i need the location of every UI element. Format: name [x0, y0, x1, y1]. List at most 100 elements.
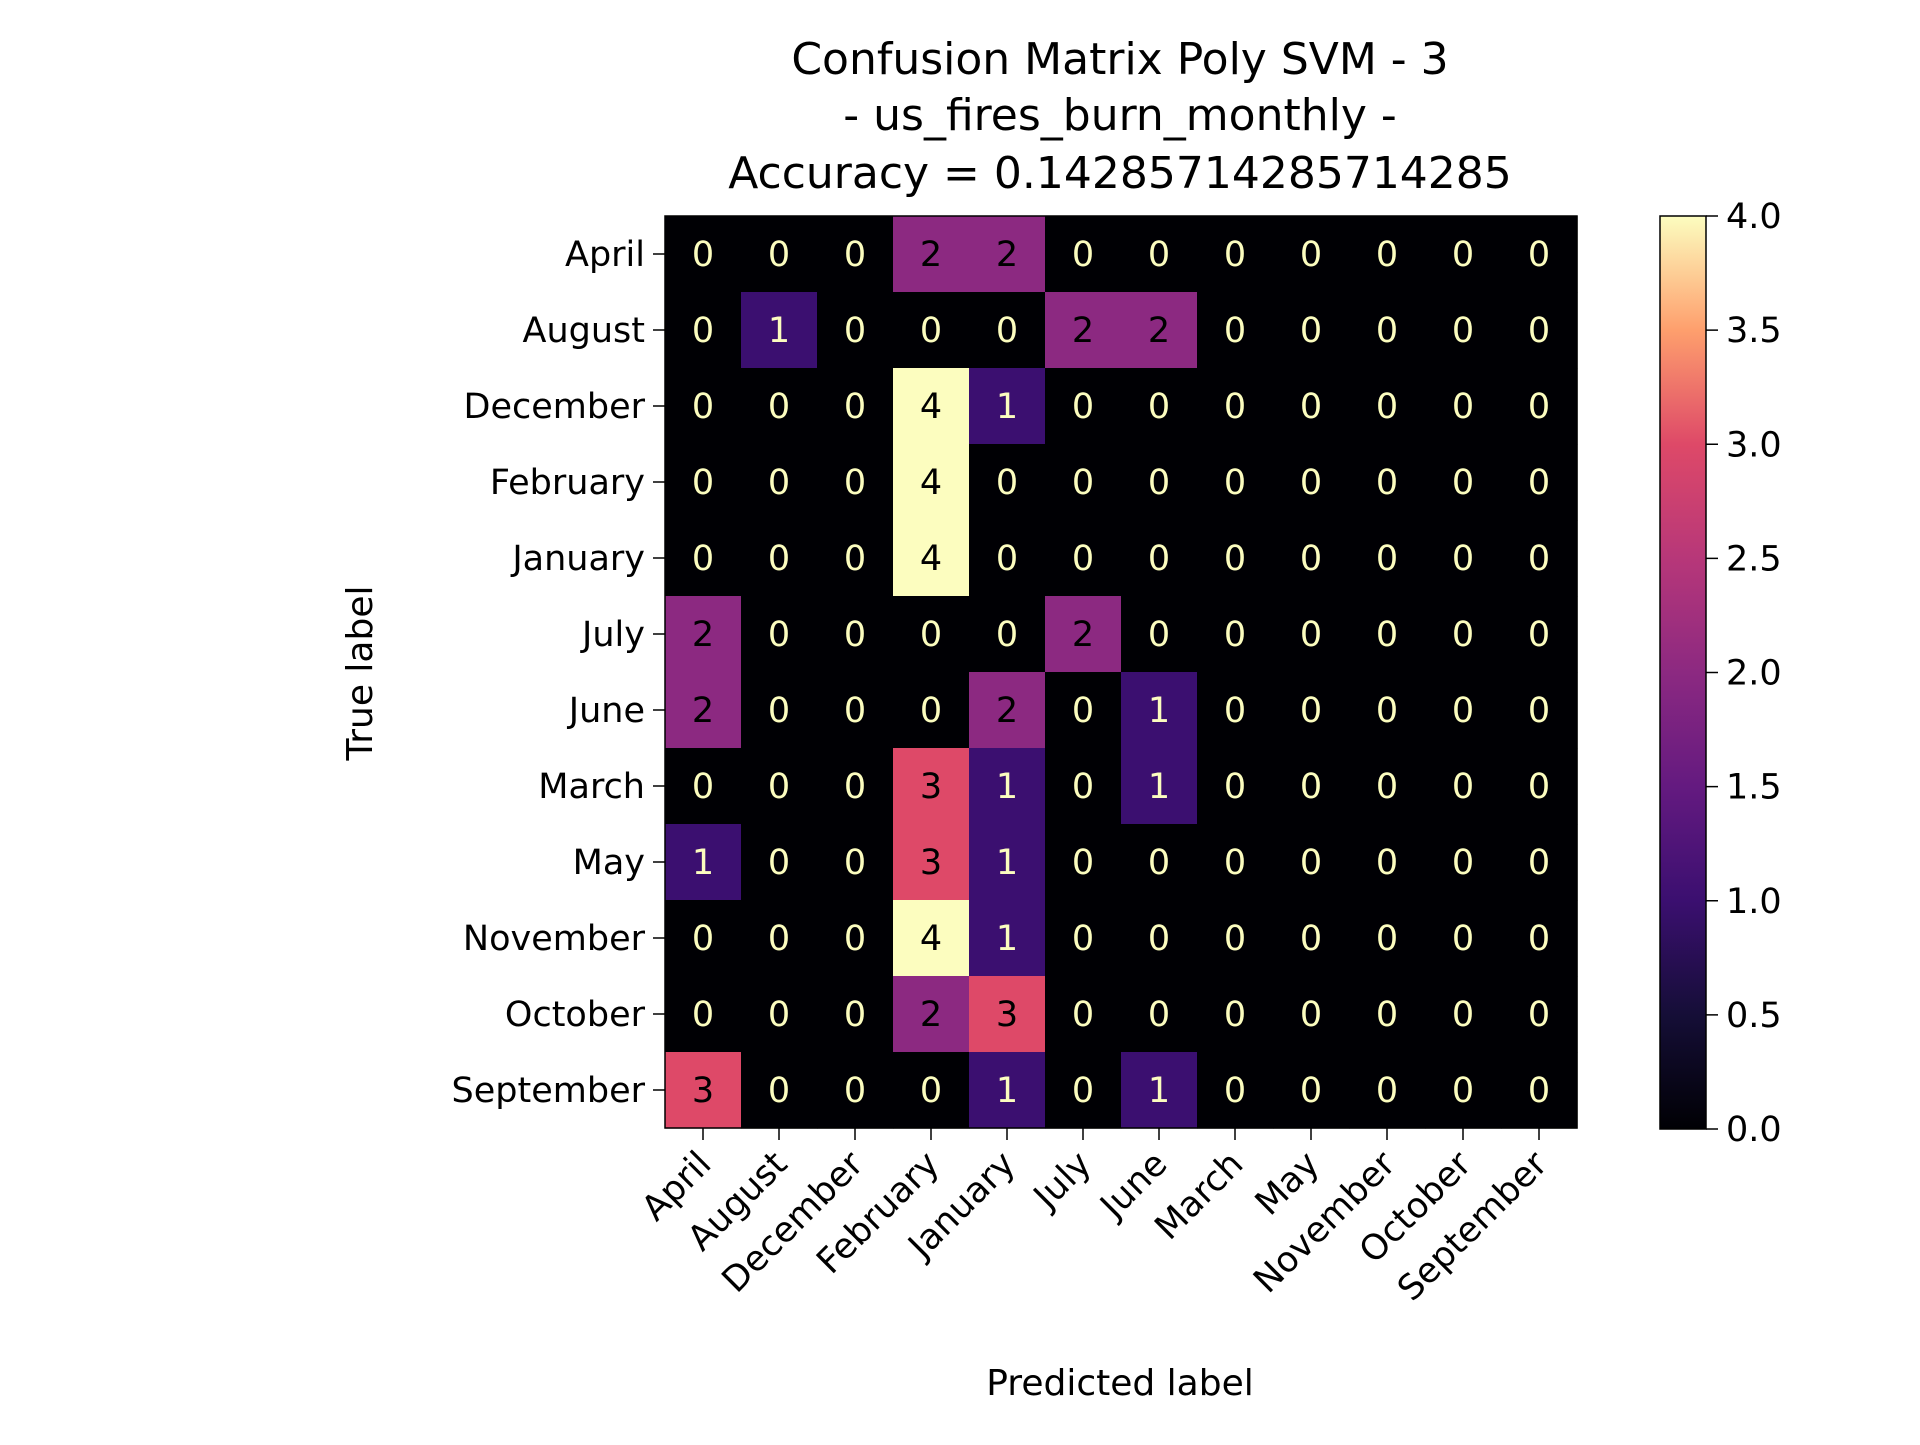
cell-value-label: 0	[1300, 1071, 1322, 1111]
cell-value-label: 2	[1072, 615, 1094, 655]
cell-value-label: 1	[1148, 691, 1170, 731]
cell-value-label: 0	[768, 843, 790, 883]
heatmap-cell	[817, 1052, 894, 1129]
heatmap-cell	[1273, 520, 1350, 597]
cell-value-label: 0	[844, 387, 866, 427]
heatmap-cell	[1273, 292, 1350, 369]
cell-value-label: 0	[1528, 995, 1550, 1035]
cell-value-label: 0	[1072, 691, 1094, 731]
heatmap-cell	[1045, 824, 1122, 901]
heatmap-cell	[1273, 216, 1350, 293]
cell-value-label: 0	[844, 919, 866, 959]
heatmap-cell	[1121, 444, 1198, 521]
x-tick-label: July	[1025, 1144, 1099, 1218]
cell-value-label: 0	[768, 691, 790, 731]
heatmap-cell	[1425, 596, 1502, 673]
colorbar-tick-label: 1.5	[1726, 768, 1782, 808]
heatmap-cell	[893, 520, 970, 597]
cell-value-label: 0	[844, 311, 866, 351]
title-line-2: - us_fires_burn_monthly -	[843, 90, 1396, 141]
y-tick-label: April	[565, 235, 645, 275]
cell-value-label: 0	[1528, 463, 1550, 503]
cell-value-label: 0	[1452, 463, 1474, 503]
heatmap-cell	[817, 824, 894, 901]
cell-value-label: 0	[1528, 311, 1550, 351]
cell-value-label: 1	[996, 843, 1018, 883]
cell-value-label: 0	[1072, 1071, 1094, 1111]
cell-value-label: 0	[844, 1071, 866, 1111]
heatmap-cell	[1349, 216, 1426, 293]
cell-value-label: 0	[1300, 843, 1322, 883]
heatmap-cell	[893, 672, 970, 749]
cell-value-label: 0	[1148, 463, 1170, 503]
cell-value-label: 0	[1072, 539, 1094, 579]
cell-value-label: 0	[768, 919, 790, 959]
heatmap-cell	[665, 520, 742, 597]
cell-value-label: 0	[1072, 387, 1094, 427]
heatmap-cell	[741, 1052, 818, 1129]
heatmap-cell	[1425, 672, 1502, 749]
y-tick-label: June	[567, 691, 645, 731]
cell-value-label: 0	[920, 311, 942, 351]
colorbar-tick-label: 2.5	[1726, 539, 1782, 579]
cell-value-label: 0	[1224, 463, 1246, 503]
heatmap-cell	[741, 444, 818, 521]
cell-value-label: 0	[1452, 995, 1474, 1035]
cell-value-label: 0	[1072, 843, 1094, 883]
heatmap-cell	[1349, 520, 1426, 597]
cell-value-label: 0	[1452, 311, 1474, 351]
heatmap-cell	[1045, 292, 1122, 369]
heatmap-cell	[1349, 824, 1426, 901]
cell-value-label: 0	[1376, 919, 1398, 959]
cell-value-label: 0	[996, 615, 1018, 655]
heatmap-cell	[1349, 748, 1426, 825]
heatmap-cell	[741, 900, 818, 977]
heatmap-cell	[1197, 824, 1274, 901]
heatmap-cell	[1425, 520, 1502, 597]
cell-value-label: 0	[1148, 387, 1170, 427]
heatmap-cells: 0 0 0 2 2 0 0 0 0 0 0 0 0 1 0 0 0 2 2 0 0 0 0 0 0 0 0 4 1 0 0 0 0 0 0 0 0 0 0 4…	[664, 215, 1578, 1129]
cell-value-label: 0	[1148, 843, 1170, 883]
cell-value-label: 0	[1224, 1071, 1246, 1111]
cell-value-label: 0	[1528, 539, 1550, 579]
cell-value-label: 4	[920, 387, 942, 427]
cell-value-label: 0	[768, 539, 790, 579]
heatmap-cell	[817, 672, 894, 749]
heatmap-cell	[665, 1052, 742, 1129]
cell-value-label: 0	[1376, 311, 1398, 351]
cell-value-label: 0	[1300, 919, 1322, 959]
heatmap-cell	[1501, 520, 1578, 597]
cell-value-label: 0	[844, 463, 866, 503]
cell-value-label: 2	[1072, 311, 1094, 351]
heatmap-cell	[1349, 1052, 1426, 1129]
heatmap-cell	[1273, 748, 1350, 825]
heatmap-cell	[741, 520, 818, 597]
heatmap-cell	[665, 900, 742, 977]
cell-value-label: 0	[996, 311, 1018, 351]
heatmap-cell	[893, 444, 970, 521]
heatmap-cell	[1425, 748, 1502, 825]
heatmap-cell	[741, 824, 818, 901]
heatmap-cell	[1273, 900, 1350, 977]
cell-value-label: 0	[1452, 919, 1474, 959]
heatmap-cell	[1425, 824, 1502, 901]
cell-value-label: 0	[768, 995, 790, 1035]
heatmap-cell	[969, 672, 1046, 749]
heatmap-cell	[1425, 900, 1502, 977]
cell-value-label: 0	[1376, 615, 1398, 655]
cell-value-label: 0	[1224, 539, 1246, 579]
cell-value-label: 0	[920, 691, 942, 731]
cell-value-label: 0	[768, 463, 790, 503]
heatmap-cell	[1425, 216, 1502, 293]
cell-value-label: 2	[692, 615, 714, 655]
heatmap-cell	[1273, 596, 1350, 673]
cell-value-label: 0	[1072, 235, 1094, 275]
y-tick-label: July	[580, 615, 645, 655]
cell-value-label: 0	[1224, 387, 1246, 427]
heatmap-cell	[1045, 216, 1122, 293]
heatmap-cell	[1197, 596, 1274, 673]
colorbar-tick-label: 1.0	[1726, 882, 1782, 922]
heatmap-cell	[969, 1052, 1046, 1129]
